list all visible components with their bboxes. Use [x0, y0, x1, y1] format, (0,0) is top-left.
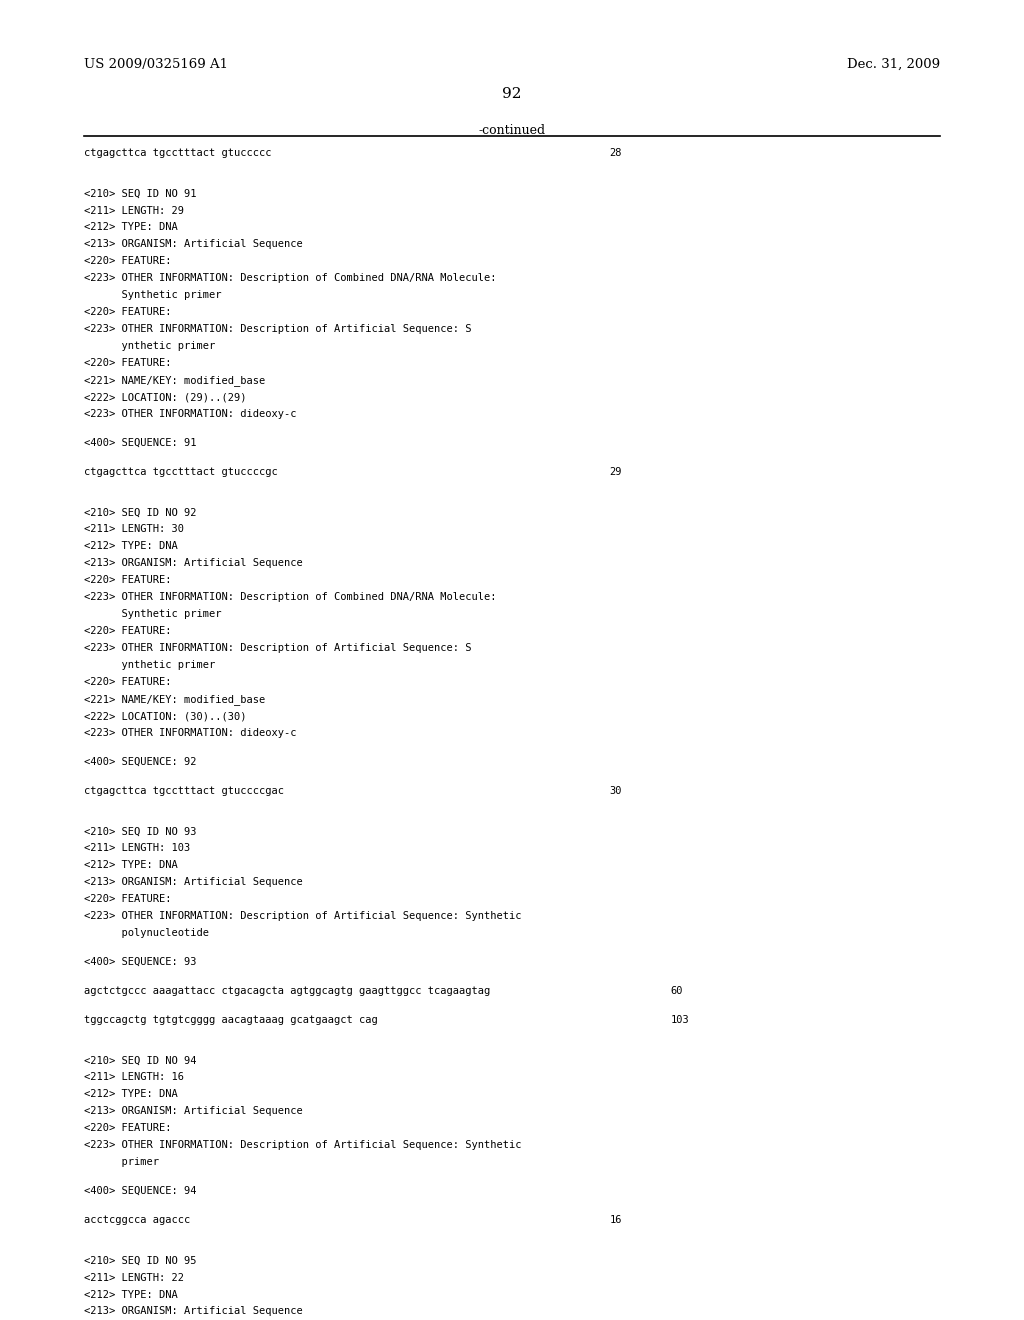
- Text: <213> ORGANISM: Artificial Sequence: <213> ORGANISM: Artificial Sequence: [84, 1106, 303, 1117]
- Text: <223> OTHER INFORMATION: Description of Artificial Sequence: Synthetic: <223> OTHER INFORMATION: Description of …: [84, 1140, 521, 1150]
- Text: acctcggcca agaccc: acctcggcca agaccc: [84, 1214, 190, 1225]
- Text: <210> SEQ ID NO 93: <210> SEQ ID NO 93: [84, 826, 197, 837]
- Text: 30: 30: [609, 785, 622, 796]
- Text: <211> LENGTH: 29: <211> LENGTH: 29: [84, 206, 184, 215]
- Text: <212> TYPE: DNA: <212> TYPE: DNA: [84, 1089, 178, 1100]
- Text: <212> TYPE: DNA: <212> TYPE: DNA: [84, 541, 178, 552]
- Text: <223> OTHER INFORMATION: dideoxy-c: <223> OTHER INFORMATION: dideoxy-c: [84, 409, 297, 418]
- Text: ynthetic primer: ynthetic primer: [84, 342, 215, 351]
- Text: <221> NAME/KEY: modified_base: <221> NAME/KEY: modified_base: [84, 694, 265, 705]
- Text: <211> LENGTH: 103: <211> LENGTH: 103: [84, 843, 190, 853]
- Text: <400> SEQUENCE: 93: <400> SEQUENCE: 93: [84, 957, 197, 968]
- Text: <211> LENGTH: 30: <211> LENGTH: 30: [84, 524, 184, 535]
- Text: <223> OTHER INFORMATION: Description of Combined DNA/RNA Molecule:: <223> OTHER INFORMATION: Description of …: [84, 593, 497, 602]
- Text: <221> NAME/KEY: modified_base: <221> NAME/KEY: modified_base: [84, 375, 265, 385]
- Text: <220> FEATURE:: <220> FEATURE:: [84, 576, 171, 585]
- Text: <210> SEQ ID NO 92: <210> SEQ ID NO 92: [84, 507, 197, 517]
- Text: 16: 16: [609, 1214, 622, 1225]
- Text: <220> FEATURE:: <220> FEATURE:: [84, 1123, 171, 1134]
- Text: <400> SEQUENCE: 92: <400> SEQUENCE: 92: [84, 756, 197, 767]
- Text: Synthetic primer: Synthetic primer: [84, 290, 221, 301]
- Text: ctgagcttca tgcctttact gtuccccgac: ctgagcttca tgcctttact gtuccccgac: [84, 785, 284, 796]
- Text: <223> OTHER INFORMATION: Description of Artificial Sequence: S: <223> OTHER INFORMATION: Description of …: [84, 325, 471, 334]
- Text: <210> SEQ ID NO 95: <210> SEQ ID NO 95: [84, 1255, 197, 1266]
- Text: <211> LENGTH: 16: <211> LENGTH: 16: [84, 1072, 184, 1082]
- Text: tggccagctg tgtgtcgggg aacagtaaag gcatgaagct cag: tggccagctg tgtgtcgggg aacagtaaag gcatgaa…: [84, 1015, 378, 1024]
- Text: 103: 103: [671, 1015, 689, 1024]
- Text: Synthetic primer: Synthetic primer: [84, 610, 221, 619]
- Text: <220> FEATURE:: <220> FEATURE:: [84, 626, 171, 636]
- Text: 29: 29: [609, 467, 622, 477]
- Text: <220> FEATURE:: <220> FEATURE:: [84, 677, 171, 688]
- Text: <222> LOCATION: (29)..(29): <222> LOCATION: (29)..(29): [84, 392, 247, 403]
- Text: ynthetic primer: ynthetic primer: [84, 660, 215, 671]
- Text: <223> OTHER INFORMATION: Description of Artificial Sequence: S: <223> OTHER INFORMATION: Description of …: [84, 643, 471, 653]
- Text: <212> TYPE: DNA: <212> TYPE: DNA: [84, 223, 178, 232]
- Text: <400> SEQUENCE: 91: <400> SEQUENCE: 91: [84, 438, 197, 447]
- Text: Dec. 31, 2009: Dec. 31, 2009: [847, 58, 940, 71]
- Text: primer: primer: [84, 1158, 159, 1167]
- Text: <223> OTHER INFORMATION: dideoxy-c: <223> OTHER INFORMATION: dideoxy-c: [84, 729, 297, 738]
- Text: agctctgccc aaagattacc ctgacagcta agtggcagtg gaagttggcc tcagaagtag: agctctgccc aaagattacc ctgacagcta agtggca…: [84, 986, 490, 995]
- Text: <212> TYPE: DNA: <212> TYPE: DNA: [84, 861, 178, 870]
- Text: <211> LENGTH: 22: <211> LENGTH: 22: [84, 1272, 184, 1283]
- Text: <223> OTHER INFORMATION: Description of Combined DNA/RNA Molecule:: <223> OTHER INFORMATION: Description of …: [84, 273, 497, 284]
- Text: <210> SEQ ID NO 91: <210> SEQ ID NO 91: [84, 189, 197, 198]
- Text: <222> LOCATION: (30)..(30): <222> LOCATION: (30)..(30): [84, 711, 247, 721]
- Text: <212> TYPE: DNA: <212> TYPE: DNA: [84, 1290, 178, 1299]
- Text: <213> ORGANISM: Artificial Sequence: <213> ORGANISM: Artificial Sequence: [84, 239, 303, 249]
- Text: ctgagcttca tgcctttact gtuccccgc: ctgagcttca tgcctttact gtuccccgc: [84, 467, 278, 477]
- Text: <220> FEATURE:: <220> FEATURE:: [84, 256, 171, 267]
- Text: <213> ORGANISM: Artificial Sequence: <213> ORGANISM: Artificial Sequence: [84, 878, 303, 887]
- Text: <400> SEQUENCE: 94: <400> SEQUENCE: 94: [84, 1187, 197, 1196]
- Text: <213> ORGANISM: Artificial Sequence: <213> ORGANISM: Artificial Sequence: [84, 1307, 303, 1316]
- Text: 60: 60: [671, 986, 683, 995]
- Text: ctgagcttca tgcctttact gtuccccc: ctgagcttca tgcctttact gtuccccc: [84, 148, 271, 158]
- Text: <213> ORGANISM: Artificial Sequence: <213> ORGANISM: Artificial Sequence: [84, 558, 303, 569]
- Text: 28: 28: [609, 148, 622, 158]
- Text: 92: 92: [502, 87, 522, 102]
- Text: <223> OTHER INFORMATION: Description of Artificial Sequence: Synthetic: <223> OTHER INFORMATION: Description of …: [84, 911, 521, 921]
- Text: US 2009/0325169 A1: US 2009/0325169 A1: [84, 58, 228, 71]
- Text: <220> FEATURE:: <220> FEATURE:: [84, 358, 171, 368]
- Text: <220> FEATURE:: <220> FEATURE:: [84, 894, 171, 904]
- Text: <220> FEATURE:: <220> FEATURE:: [84, 308, 171, 317]
- Text: <210> SEQ ID NO 94: <210> SEQ ID NO 94: [84, 1056, 197, 1065]
- Text: -continued: -continued: [478, 124, 546, 137]
- Text: polynucleotide: polynucleotide: [84, 928, 209, 939]
